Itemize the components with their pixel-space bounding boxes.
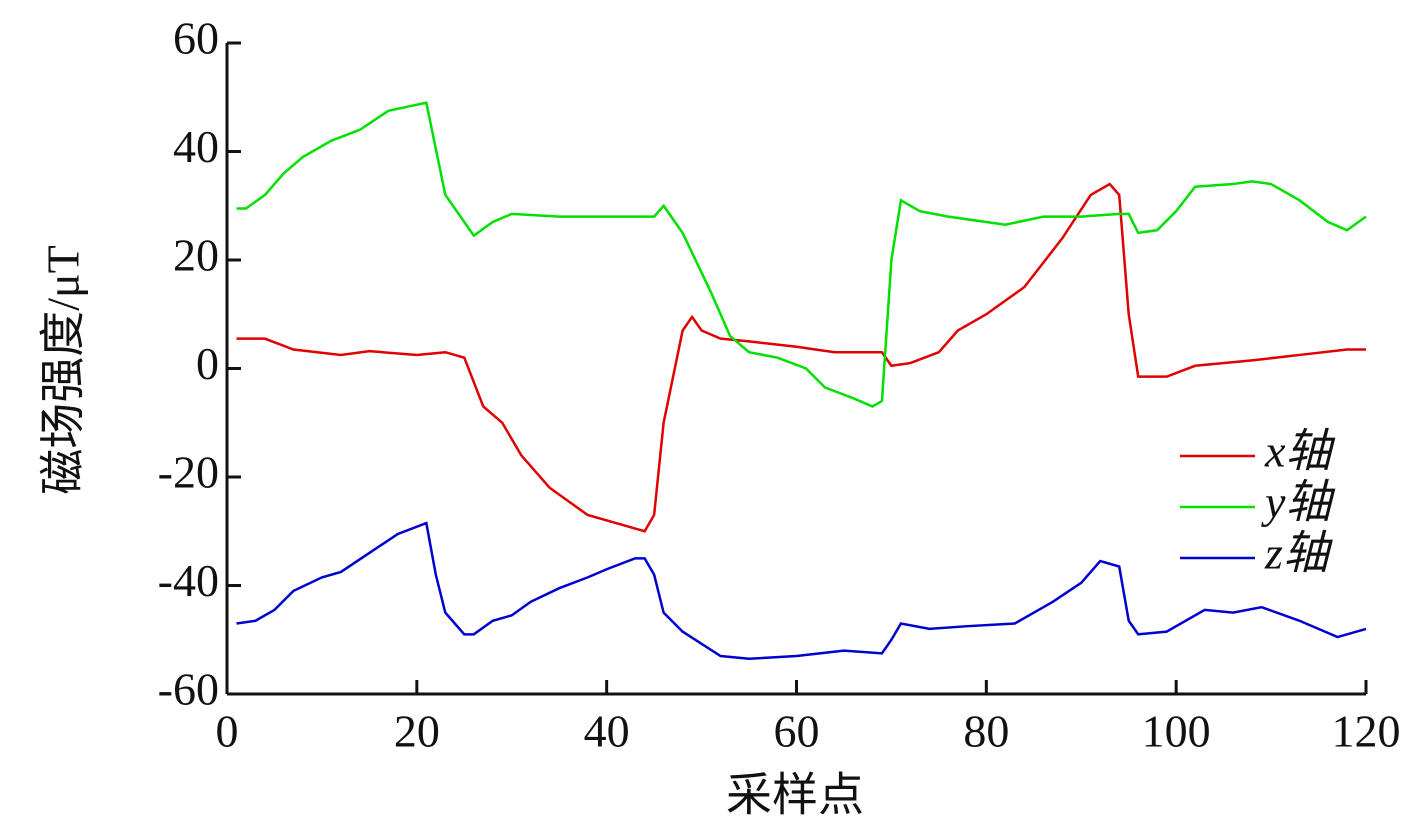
- x-tick-label: 20: [394, 706, 440, 757]
- y-tick-label: 0: [196, 338, 219, 389]
- x-tick-label: 80: [963, 706, 1009, 757]
- x-tick-label: 0: [216, 706, 239, 757]
- legend-label: y轴: [1261, 477, 1335, 528]
- x-tick-label: 100: [1142, 706, 1211, 757]
- x-tick-label: 120: [1332, 706, 1401, 757]
- legend-label: z轴: [1264, 528, 1333, 579]
- y-tick-label: -60: [158, 664, 219, 715]
- y-tick-label: 60: [173, 13, 219, 64]
- series-line: [236, 521, 1367, 660]
- y-tick-label: 40: [173, 121, 219, 172]
- x-tick-label: 40: [584, 706, 630, 757]
- y-tick-label: -40: [158, 555, 219, 606]
- y-tick-label: -20: [158, 447, 219, 498]
- x-axis-label: 采样点: [726, 770, 864, 821]
- legend-label: x轴: [1264, 426, 1335, 477]
- x-tick-label: 60: [774, 706, 820, 757]
- y-axis-label: 磁场强度/μT: [38, 245, 89, 495]
- series-line: [236, 101, 1367, 408]
- series-line: [236, 182, 1366, 533]
- y-tick-label: 20: [173, 230, 219, 281]
